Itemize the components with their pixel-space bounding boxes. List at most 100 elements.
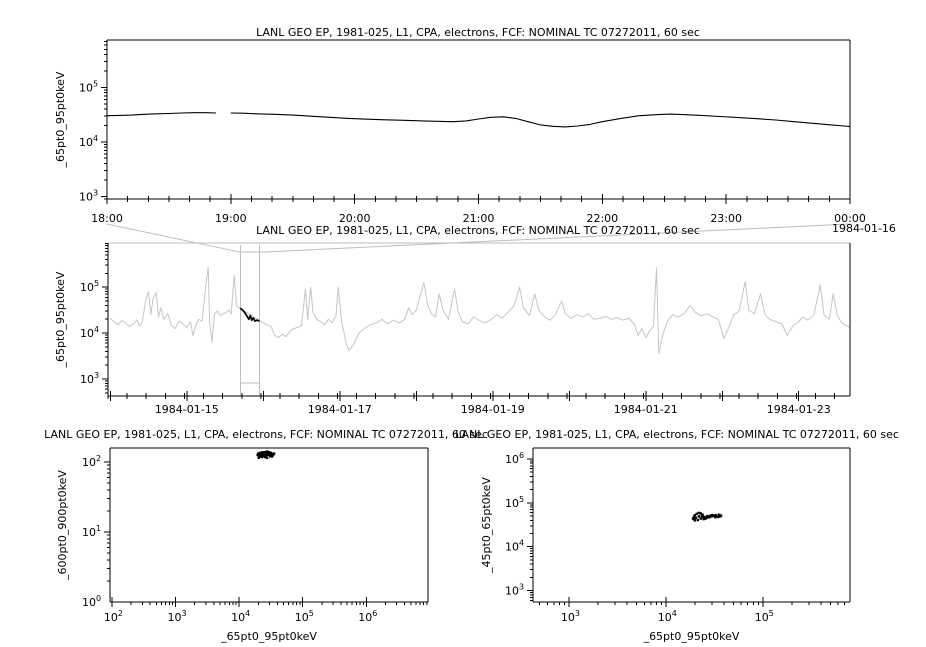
zoom-timeseries-panel[interactable]: LANL GEO EP, 1981-025, L1, CPA, electron… [54,26,896,235]
scatter-point [700,514,703,518]
time-tick-label: 00:00 [834,212,866,225]
scatter-point [710,515,713,518]
scatter-point [272,452,276,455]
tick-label: 105 [505,495,524,510]
axis-date-label: 1984-01-16 [832,222,896,235]
scatter-point [257,454,260,457]
scatter-point [717,515,720,519]
tick-label: 106 [505,451,524,466]
x-axis-label: _65pt0_95pt0keV [643,630,740,643]
plot-title: LANL GEO EP, 1981-025, L1, CPA, electron… [44,428,488,441]
time-tick-label: 19:00 [215,212,247,225]
series-context-full-range-flux [109,266,851,355]
scatter-point [271,455,274,458]
scatter-point [261,451,264,454]
scatter-point [704,517,707,520]
scatter-point [714,516,717,519]
time-tick-label: 1984-01-21 [614,403,678,416]
time-tick-label: 22:00 [586,212,618,225]
scatter-point [697,511,700,515]
scatter-point [693,519,697,522]
time-tick-label: 18:00 [91,212,123,225]
time-tick-label: 23:00 [710,212,742,225]
scatter-point [699,517,702,520]
y-axis-label: _65pt0_95pt0keV [54,271,67,368]
tick-label: 103 [79,188,98,203]
time-tick-label: 21:00 [463,212,495,225]
series-electron-flux-65-95-keV [106,112,217,117]
scatter-point [260,455,264,459]
scatter-point [692,517,696,521]
scatter-point [269,455,272,458]
tick-label: 106 [358,609,377,624]
scatter-point [265,450,269,453]
scatter-point [715,513,718,517]
scatter-point [712,514,715,518]
context-overview-panel[interactable]: LANL GEO EP, 1981-025, L1, CPA, electron… [54,224,851,416]
scatter-point [717,513,721,516]
scatter-point [267,451,271,454]
tick-label: 103 [561,609,580,624]
tick-label: 103 [168,609,187,624]
tick-label: 105 [755,609,774,624]
tick-label: 102 [82,454,101,469]
y-axis-label: _45pt0_65pt0keV [480,477,493,574]
tick-label: 105 [295,609,314,624]
x-axis-label: _65pt0_95pt0keV [220,630,317,643]
tick-label: 105 [79,79,98,94]
scatter-point [258,451,262,455]
tick-label: 104 [505,539,524,554]
scatter-point [695,512,698,515]
scatter-45-65-panel[interactable]: LANL GEO EP, 1981-025, L1, CPA, electron… [455,428,899,643]
scatter-point [268,452,271,455]
scatter-point [258,455,262,458]
scatter-point [262,455,265,458]
tick-label: 104 [80,325,99,340]
scatter-600-900-panel[interactable]: LANL GEO EP, 1981-025, L1, CPA, electron… [44,428,488,643]
scatter-point [706,514,709,518]
tick-label: 103 [505,583,524,598]
tick-label: 104 [79,134,98,149]
scatter-point [699,512,702,515]
scatter-point [696,518,699,522]
tick-label: 104 [231,609,250,624]
scatter-point [271,452,274,455]
context-link-overlay [106,223,851,396]
plot-title: LANL GEO EP, 1981-025, L1, CPA, electron… [455,428,899,441]
time-tick-label: 20:00 [339,212,371,225]
tick-label: 102 [104,609,123,624]
scatter-point [702,517,705,521]
scatter-point [694,516,698,519]
scatter-point [701,513,704,516]
scatter-point [708,516,711,519]
time-tick-label: 1984-01-19 [461,403,525,416]
scatter-point [692,515,696,519]
scatter-point [256,453,259,457]
scatter-point [257,456,260,459]
tick-label: 101 [82,524,101,539]
plot-title: LANL GEO EP, 1981-025, L1, CPA, electron… [256,224,700,237]
series-highlighted-current-interval [239,307,260,322]
tick-label: 105 [80,279,99,294]
y-axis-label: _65pt0_95pt0keV [54,71,67,168]
scatter-point [693,513,697,517]
scatter-point [719,514,723,517]
time-tick-label: 1984-01-23 [767,403,831,416]
scatter-point [264,451,267,454]
tick-label: 100 [82,594,101,609]
tick-label: 103 [80,371,99,386]
scatter-point [697,515,700,518]
scatter-point [264,455,267,459]
time-tick-label: 1984-01-15 [155,403,219,416]
scatter-point [257,452,260,455]
scatter-point [265,456,269,459]
plot-title: LANL GEO EP, 1981-025, L1, CPA, electron… [256,26,700,39]
tick-label: 104 [658,609,677,624]
scatter-point [269,451,273,455]
time-tick-label: 1984-01-17 [308,403,372,416]
series-electron-flux-65-95-keV [230,112,851,128]
y-axis-label: _600pt0_900pt0keV [56,470,69,581]
scatter-point [703,515,706,519]
